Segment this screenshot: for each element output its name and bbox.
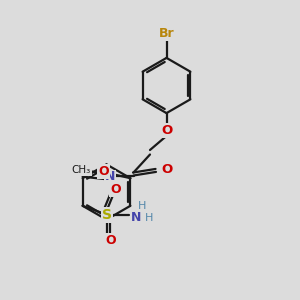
Text: O: O: [98, 165, 109, 178]
Text: O: O: [161, 124, 172, 137]
Text: H: H: [138, 201, 146, 212]
Text: N: N: [105, 170, 115, 184]
Text: CH₃: CH₃: [72, 165, 91, 175]
Text: O: O: [105, 234, 116, 247]
Text: H: H: [145, 213, 153, 223]
Text: H: H: [100, 168, 108, 178]
Text: N: N: [131, 211, 141, 224]
Text: Br: Br: [159, 27, 174, 40]
Text: O: O: [161, 163, 172, 176]
Text: O: O: [110, 183, 121, 196]
Text: S: S: [102, 208, 112, 222]
